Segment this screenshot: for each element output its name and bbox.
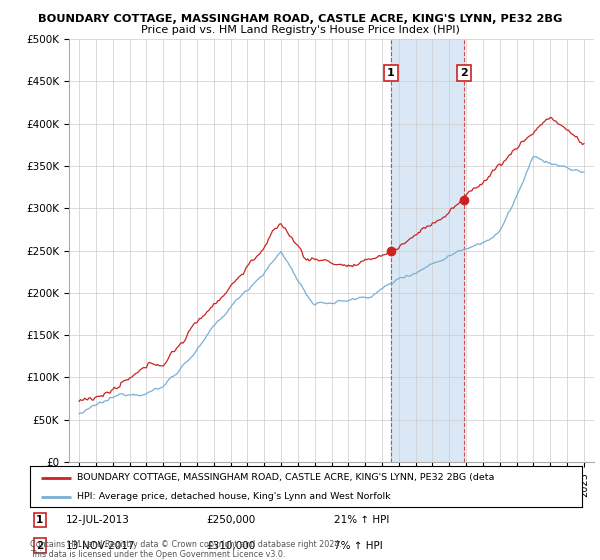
Text: HPI: Average price, detached house, King's Lynn and West Norfolk: HPI: Average price, detached house, King…: [77, 492, 391, 501]
Text: BOUNDARY COTTAGE, MASSINGHAM ROAD, CASTLE ACRE, KING'S LYNN, PE32 2BG: BOUNDARY COTTAGE, MASSINGHAM ROAD, CASTL…: [38, 14, 562, 24]
Text: 21% ↑ HPI: 21% ↑ HPI: [334, 515, 389, 525]
Text: Contains HM Land Registry data © Crown copyright and database right 2024.
This d: Contains HM Land Registry data © Crown c…: [30, 540, 342, 559]
Text: Price paid vs. HM Land Registry's House Price Index (HPI): Price paid vs. HM Land Registry's House …: [140, 25, 460, 35]
Text: 2: 2: [37, 540, 44, 550]
Text: 2: 2: [460, 68, 468, 78]
Text: £310,000: £310,000: [206, 540, 256, 550]
Text: BOUNDARY COTTAGE, MASSINGHAM ROAD, CASTLE ACRE, KING'S LYNN, PE32 2BG (deta: BOUNDARY COTTAGE, MASSINGHAM ROAD, CASTL…: [77, 473, 494, 482]
Text: 12-JUL-2013: 12-JUL-2013: [66, 515, 130, 525]
Text: 1: 1: [37, 515, 44, 525]
Text: £250,000: £250,000: [206, 515, 256, 525]
Text: 1: 1: [387, 68, 395, 78]
Text: 7% ↑ HPI: 7% ↑ HPI: [334, 540, 382, 550]
Bar: [391, 39, 464, 462]
Text: 13-NOV-2017: 13-NOV-2017: [66, 540, 136, 550]
